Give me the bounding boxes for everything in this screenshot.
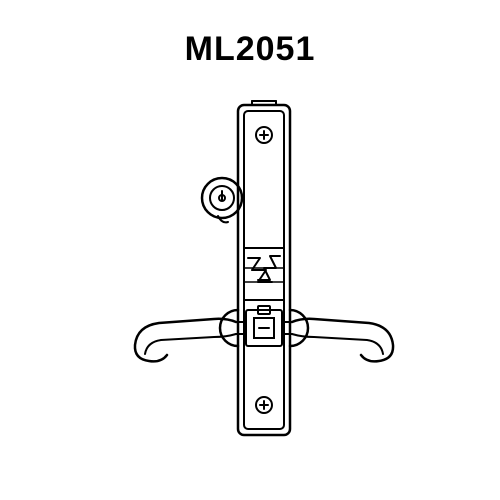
diagram-container: ML2051 bbox=[0, 0, 500, 500]
lockset-line-drawing bbox=[0, 0, 500, 500]
